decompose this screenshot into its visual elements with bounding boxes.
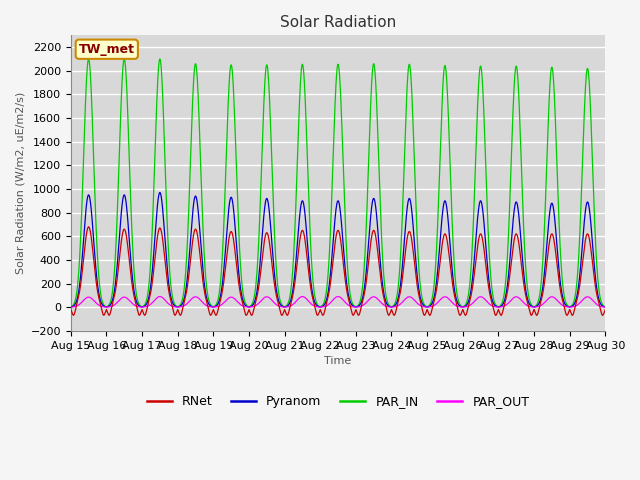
Text: TW_met: TW_met — [79, 43, 135, 56]
Y-axis label: Solar Radiation (W/m2, uE/m2/s): Solar Radiation (W/m2, uE/m2/s) — [15, 92, 25, 274]
X-axis label: Time: Time — [324, 356, 351, 366]
Legend: RNet, Pyranom, PAR_IN, PAR_OUT: RNet, Pyranom, PAR_IN, PAR_OUT — [141, 390, 534, 413]
Title: Solar Radiation: Solar Radiation — [280, 15, 396, 30]
